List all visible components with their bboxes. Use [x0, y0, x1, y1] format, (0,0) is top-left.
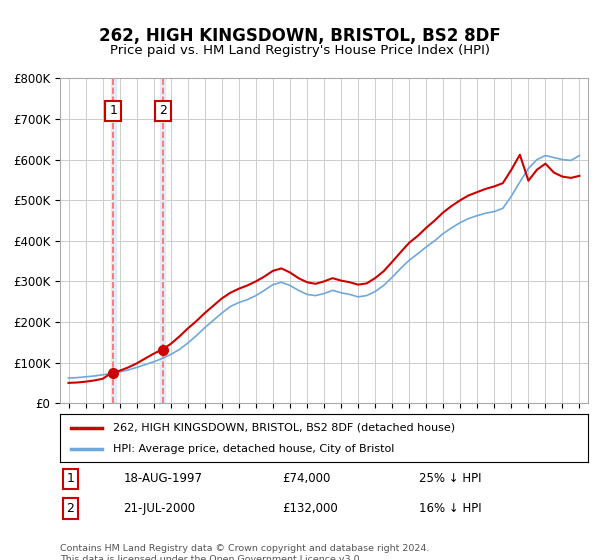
Text: 21-JUL-2000: 21-JUL-2000: [124, 502, 196, 515]
Text: 262, HIGH KINGSDOWN, BRISTOL, BS2 8DF (detached house): 262, HIGH KINGSDOWN, BRISTOL, BS2 8DF (d…: [113, 423, 455, 433]
Text: 25% ↓ HPI: 25% ↓ HPI: [419, 473, 482, 486]
Text: 262, HIGH KINGSDOWN, BRISTOL, BS2 8DF: 262, HIGH KINGSDOWN, BRISTOL, BS2 8DF: [99, 27, 501, 45]
Text: 18-AUG-1997: 18-AUG-1997: [124, 473, 202, 486]
Text: £132,000: £132,000: [282, 502, 338, 515]
Text: 2: 2: [67, 502, 74, 515]
Bar: [160, 78, 166, 403]
Text: Contains HM Land Registry data © Crown copyright and database right 2024.
This d: Contains HM Land Registry data © Crown c…: [60, 544, 430, 560]
Text: £74,000: £74,000: [282, 473, 330, 486]
Text: 1: 1: [109, 104, 117, 118]
Text: Price paid vs. HM Land Registry's House Price Index (HPI): Price paid vs. HM Land Registry's House …: [110, 44, 490, 57]
Text: 16% ↓ HPI: 16% ↓ HPI: [419, 502, 482, 515]
Text: 1: 1: [67, 473, 74, 486]
Text: HPI: Average price, detached house, City of Bristol: HPI: Average price, detached house, City…: [113, 444, 394, 454]
Bar: [110, 78, 116, 403]
Text: 2: 2: [159, 104, 167, 118]
